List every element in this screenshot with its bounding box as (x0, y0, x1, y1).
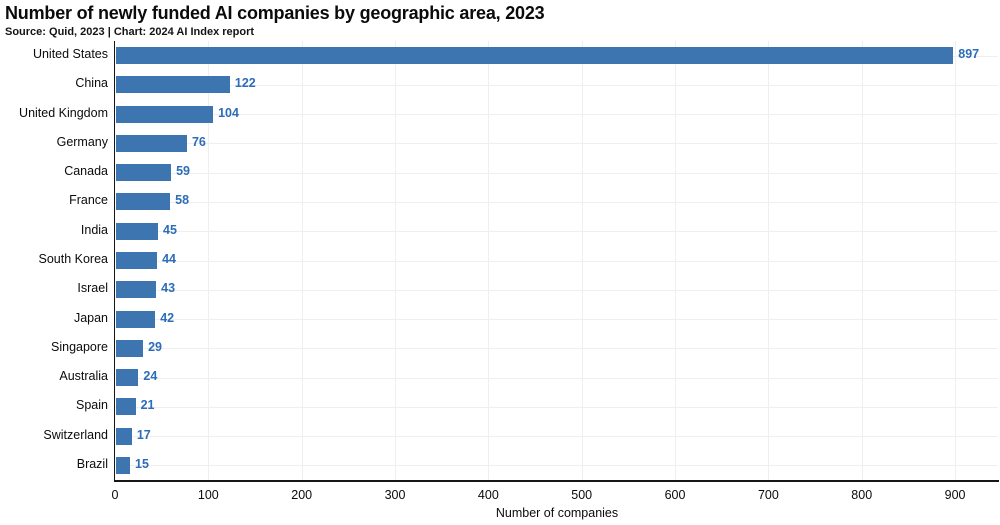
gridline-horizontal (115, 201, 998, 203)
x-tick-label: 700 (757, 488, 779, 502)
bar (116, 222, 158, 240)
value-label: 21 (140, 398, 155, 413)
bar (116, 252, 158, 269)
bar (116, 193, 171, 211)
value-label: 104 (218, 105, 239, 120)
gridline-horizontal (115, 172, 998, 174)
gridline-horizontal (115, 319, 998, 321)
x-tick-label: 500 (571, 488, 593, 502)
category-label: Australia (59, 369, 108, 384)
x-tick-label: 300 (384, 488, 406, 502)
category-label: Germany (56, 134, 108, 149)
value-label: 897 (958, 47, 980, 62)
category-label: Israel (77, 281, 108, 296)
gridline-horizontal (115, 377, 998, 379)
value-label: 43 (161, 281, 176, 296)
category-label: Singapore (51, 339, 108, 354)
bar (116, 339, 144, 357)
bar (116, 310, 156, 328)
value-label: 58 (175, 193, 190, 208)
bar (116, 281, 157, 299)
gridline-horizontal (115, 231, 998, 233)
category-label: Brazil (76, 456, 108, 471)
bar (116, 164, 172, 182)
gridline-horizontal (115, 114, 998, 116)
x-tick-label: 200 (291, 488, 313, 502)
category-label: South Korea (38, 252, 109, 266)
y-axis-line (113, 41, 116, 482)
bar (116, 398, 136, 416)
gridline-horizontal (115, 260, 998, 262)
category-label: China (75, 76, 108, 91)
value-label: 122 (234, 76, 256, 91)
value-label: 29 (148, 339, 162, 354)
x-tick-label: 900 (944, 488, 966, 502)
category-label: United States (32, 47, 108, 62)
value-label: 24 (143, 369, 158, 384)
value-label: 42 (160, 310, 175, 325)
chart-source-caption: Source: Quid, 2023 | Chart: 2024 AI Inde… (5, 26, 255, 38)
category-label: Switzerland (43, 427, 108, 442)
value-label: 44 (162, 252, 176, 266)
category-label: Japan (73, 310, 108, 325)
bar (116, 369, 139, 387)
gridline-horizontal (115, 84, 998, 86)
value-label: 59 (176, 164, 190, 179)
category-label: Spain (76, 398, 108, 413)
bar (116, 47, 954, 65)
value-label: 76 (191, 134, 206, 149)
bar (116, 105, 214, 123)
category-label: Canada (64, 164, 108, 179)
gridline-horizontal (115, 436, 998, 438)
category-label: United Kingdom (19, 105, 108, 120)
value-label: 15 (135, 456, 149, 471)
gridline-horizontal (115, 348, 998, 350)
category-label: France (69, 193, 108, 208)
gridline-horizontal (115, 143, 998, 145)
x-tick-label: 0 (111, 488, 119, 502)
x-tick-label: 400 (477, 488, 499, 502)
x-tick-label: 800 (851, 488, 873, 502)
x-axis-label: Number of companies (495, 506, 619, 520)
value-label: 45 (163, 222, 177, 237)
bar (116, 76, 230, 94)
x-tick-label: 100 (197, 488, 219, 502)
bar (116, 134, 187, 152)
gridline-horizontal (115, 465, 998, 467)
x-tick-label: 600 (664, 488, 686, 502)
category-label: India (80, 222, 108, 237)
bar (116, 427, 132, 445)
value-label: 17 (136, 427, 151, 442)
bar (116, 456, 130, 474)
x-axis-line (113, 480, 999, 483)
gridline-horizontal (115, 406, 998, 408)
chart-title: Number of newly funded AI companies by g… (5, 3, 545, 23)
gridline-horizontal (115, 289, 998, 291)
